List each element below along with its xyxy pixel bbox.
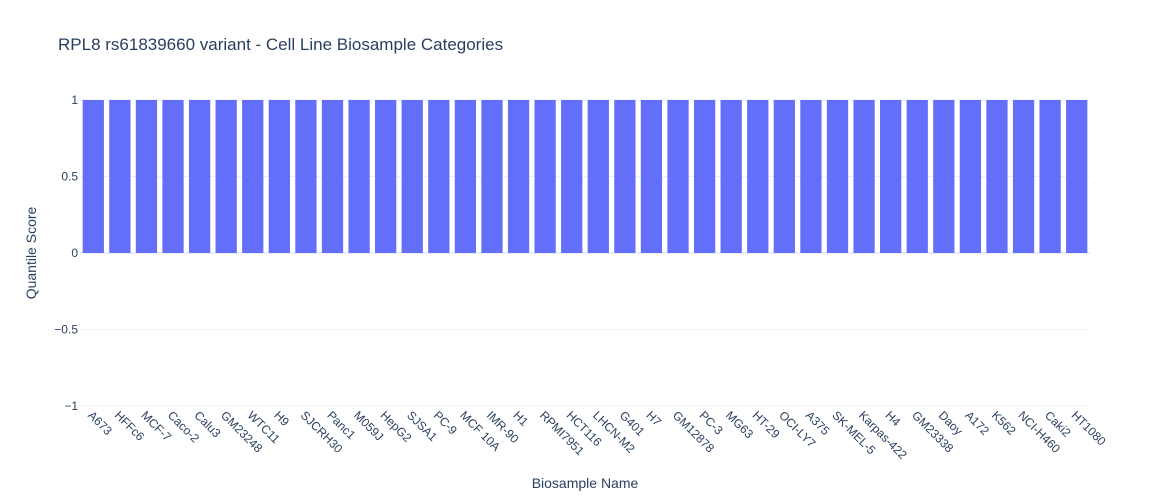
y-tick-label: 1: [71, 93, 78, 107]
x-tick-label: A172: [962, 408, 992, 438]
bar[interactable]: [853, 100, 875, 253]
x-tick-label: HT1080: [1069, 408, 1109, 448]
x-tick-label: H4: [883, 408, 904, 429]
bar[interactable]: [933, 100, 955, 253]
bar[interactable]: [747, 100, 769, 253]
bar[interactable]: [1066, 100, 1088, 253]
y-axis-ticks: 1 0.5 0 −0.5 −1: [54, 93, 78, 413]
bar[interactable]: [268, 100, 290, 253]
bar[interactable]: [1039, 100, 1061, 253]
bar[interactable]: [720, 100, 742, 253]
bar[interactable]: [321, 100, 344, 253]
bar[interactable]: [561, 100, 583, 253]
y-tick-label: 0: [71, 246, 78, 260]
chart-title: RPL8 rs61839660 variant - Cell Line Bios…: [58, 35, 503, 54]
y-axis-label: Quantile Score: [23, 206, 39, 299]
bar[interactable]: [348, 100, 370, 253]
x-tick-label: HT-29: [750, 408, 783, 441]
bar[interactable]: [614, 100, 636, 253]
y-tick-label: 0.5: [61, 170, 78, 184]
x-tick-label: MG63: [723, 408, 756, 441]
y-tick-label: −1: [64, 399, 78, 413]
bar[interactable]: [242, 100, 264, 253]
bar[interactable]: [401, 100, 423, 253]
bar[interactable]: [109, 100, 131, 253]
bar[interactable]: [587, 100, 609, 253]
bar[interactable]: [188, 100, 211, 253]
bar[interactable]: [640, 100, 663, 253]
x-tick-label: H1: [510, 408, 531, 429]
bar[interactable]: [481, 100, 503, 253]
bar[interactable]: [454, 100, 477, 253]
bar[interactable]: [295, 100, 317, 253]
bar[interactable]: [428, 100, 450, 253]
bar[interactable]: [667, 100, 689, 253]
bar[interactable]: [215, 100, 237, 253]
bar[interactable]: [1012, 100, 1035, 253]
bar[interactable]: [826, 100, 849, 253]
x-tick-label: A673: [85, 408, 115, 438]
bar[interactable]: [507, 100, 530, 253]
bars: [82, 100, 1088, 253]
y-tick-label: −0.5: [54, 323, 78, 337]
bar[interactable]: [693, 100, 716, 253]
x-axis-label: Biosample Name: [532, 475, 639, 491]
bar[interactable]: [959, 100, 982, 253]
bar[interactable]: [800, 100, 822, 253]
bar[interactable]: [135, 100, 158, 253]
bar[interactable]: [162, 100, 184, 253]
bar[interactable]: [534, 100, 556, 253]
bar[interactable]: [82, 100, 104, 253]
x-tick-label: H7: [643, 408, 664, 429]
x-tick-label: K562: [989, 408, 1019, 438]
bar[interactable]: [986, 100, 1008, 253]
bar[interactable]: [375, 100, 397, 253]
x-tick-label: H9: [271, 408, 292, 429]
bar[interactable]: [906, 100, 928, 253]
bar[interactable]: [773, 100, 795, 253]
bar[interactable]: [880, 100, 902, 253]
